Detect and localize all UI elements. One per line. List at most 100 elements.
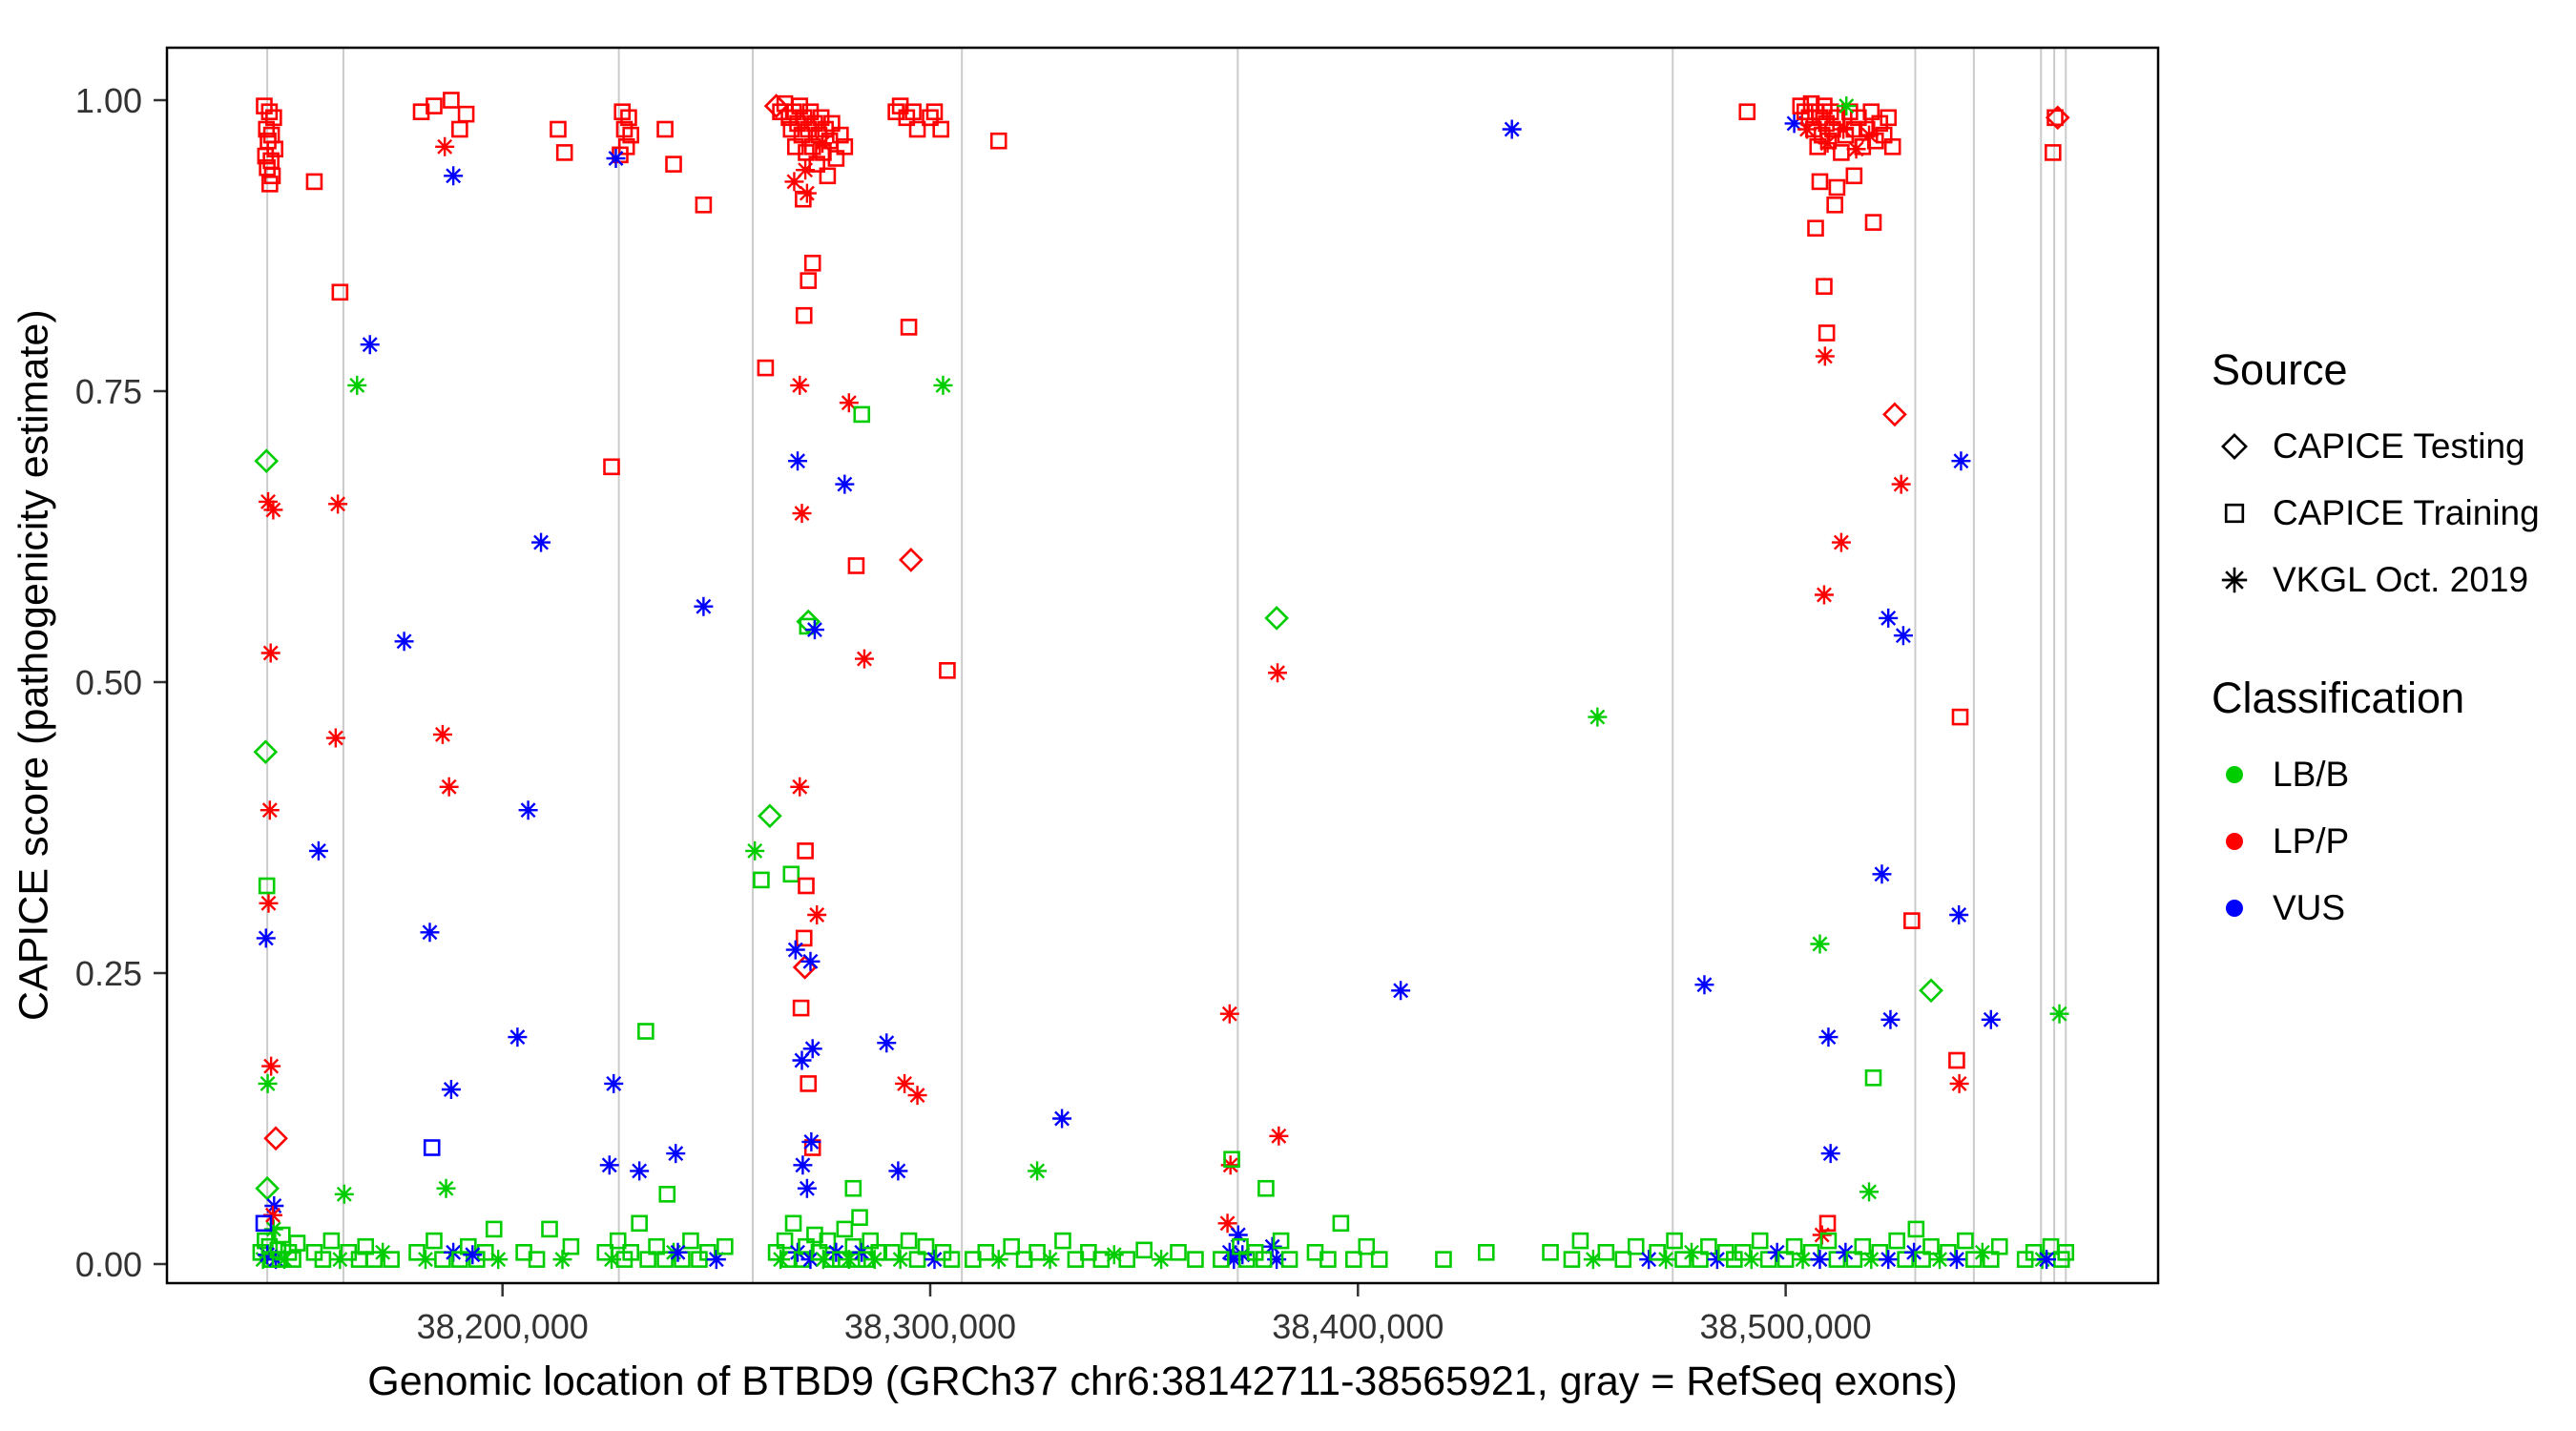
data-point-asterisk [1810, 1250, 1830, 1270]
data-point-square [1170, 1244, 1187, 1261]
data-point-asterisk [1228, 1225, 1248, 1245]
data-point-asterisk [1588, 707, 1608, 727]
data-point-square [1864, 1069, 1882, 1087]
data-point-asterisk [463, 1245, 483, 1265]
data-point-square [887, 103, 904, 120]
data-point-square [2057, 1244, 2075, 1261]
legend-class-title: Classification [2212, 674, 2465, 722]
data-point-asterisk [895, 1073, 915, 1093]
data-point-asterisk [416, 1250, 436, 1270]
data-point-square [258, 120, 276, 138]
data-point-square [1818, 324, 1836, 342]
data-point-asterisk [263, 500, 283, 520]
data-point-asterisk [1837, 96, 1857, 116]
data-point-asterisk [802, 1039, 822, 1059]
data-point-asterisk [328, 494, 348, 514]
data-point-asterisk [1741, 1250, 1761, 1270]
data-point-asterisk [1815, 346, 1835, 366]
data-point-square [1542, 1244, 1559, 1261]
data-point-square [1477, 1244, 1495, 1261]
data-point-square [1785, 1237, 1803, 1255]
data-point-asterisk [1262, 1236, 1282, 1256]
data-point-square [753, 871, 770, 889]
data-point-asterisk [1152, 1250, 1172, 1270]
data-point-asterisk [784, 172, 804, 192]
data-point-asterisk [839, 393, 859, 413]
data-point-asterisk [1217, 1213, 1237, 1234]
data-point-asterisk [2037, 1250, 2057, 1270]
data-point-asterisk [1930, 1250, 1949, 1270]
data-point-square [836, 138, 854, 156]
data-point-square [1850, 109, 1867, 127]
data-point-asterisk [804, 620, 824, 640]
data-point-asterisk [1767, 1242, 1787, 1262]
data-point-square [1332, 1214, 1350, 1233]
data-point-square [1255, 1251, 1273, 1268]
data-point-square [1370, 1251, 1388, 1268]
data-point-square [1948, 1051, 1965, 1069]
data-point-asterisk [796, 160, 816, 180]
data-point-asterisk [1872, 864, 1892, 884]
data-point-square [1692, 1251, 1709, 1268]
data-point-square [260, 103, 279, 120]
data-point-asterisk [988, 1250, 1008, 1270]
data-point-square [1828, 109, 1846, 127]
data-point-square [1223, 1151, 1240, 1168]
legend-gap [2212, 624, 2576, 674]
data-point-asterisk [1268, 663, 1288, 683]
data-point-square [1883, 138, 1901, 156]
data-point-asterisk [1861, 1250, 1881, 1270]
data-point-asterisk [1269, 1126, 1289, 1146]
x-tick-label: 38,500,000 [1700, 1307, 1872, 1346]
legend-item-vus: VUS [2212, 885, 2576, 931]
data-point-square [908, 1251, 926, 1268]
data-point-square [695, 197, 713, 214]
data-point-asterisk [259, 893, 279, 913]
data-point-square [1907, 1220, 1925, 1238]
data-point-square [819, 167, 837, 185]
y-tick-label: 0.50 [75, 663, 142, 702]
x-tick-label: 38,300,000 [844, 1307, 1016, 1346]
data-point-asterisk [1810, 934, 1830, 954]
data-point-square [823, 114, 841, 133]
data-point-square [1054, 1232, 1071, 1250]
data-point-square [1990, 1237, 2008, 1255]
data-point-diamond [898, 548, 924, 572]
data-point-square [609, 1232, 627, 1250]
data-point-square [620, 109, 637, 127]
data-point-square [1845, 167, 1863, 185]
data-point-square [658, 1186, 676, 1203]
data-point-square [836, 1220, 854, 1238]
data-point-asterisk [1972, 1242, 1992, 1262]
data-point-square [443, 92, 460, 109]
data-point-square [1319, 1251, 1337, 1268]
data-point-square [485, 1220, 503, 1238]
data-point-asterisk [785, 940, 805, 960]
data-point-asterisk [1267, 1250, 1287, 1270]
data-point-square [631, 1214, 648, 1233]
data-point-square [1880, 109, 1898, 127]
data-point-asterisk [1219, 1004, 1239, 1024]
legend: Source CAPICE Testing CAPICE Training VK… [2212, 345, 2576, 952]
data-point-square [383, 1251, 400, 1268]
data-point-asterisk [1820, 1144, 1840, 1164]
data-point-square [900, 1232, 918, 1250]
data-point-asterisk [1859, 1182, 1880, 1202]
data-point-square [622, 1244, 639, 1261]
data-point-asterisk [807, 905, 827, 924]
data-point-square [1914, 1251, 1931, 1268]
data-point-asterisk [890, 1250, 910, 1270]
data-point-square [331, 283, 349, 301]
data-point-square [904, 103, 922, 120]
data-point-diamond [758, 803, 782, 829]
y-tick-label: 0.75 [75, 372, 142, 411]
data-point-asterisk [1814, 585, 1834, 605]
data-point-square [812, 109, 830, 127]
data-point-square [782, 865, 800, 883]
legend-item-label: VUS [2273, 888, 2346, 927]
data-point-asterisk [1859, 125, 1880, 145]
data-point-asterisk [792, 504, 812, 524]
data-point-asterisk [1904, 1242, 1924, 1262]
data-point-square [1751, 1232, 1769, 1250]
data-point-square [989, 132, 1008, 150]
